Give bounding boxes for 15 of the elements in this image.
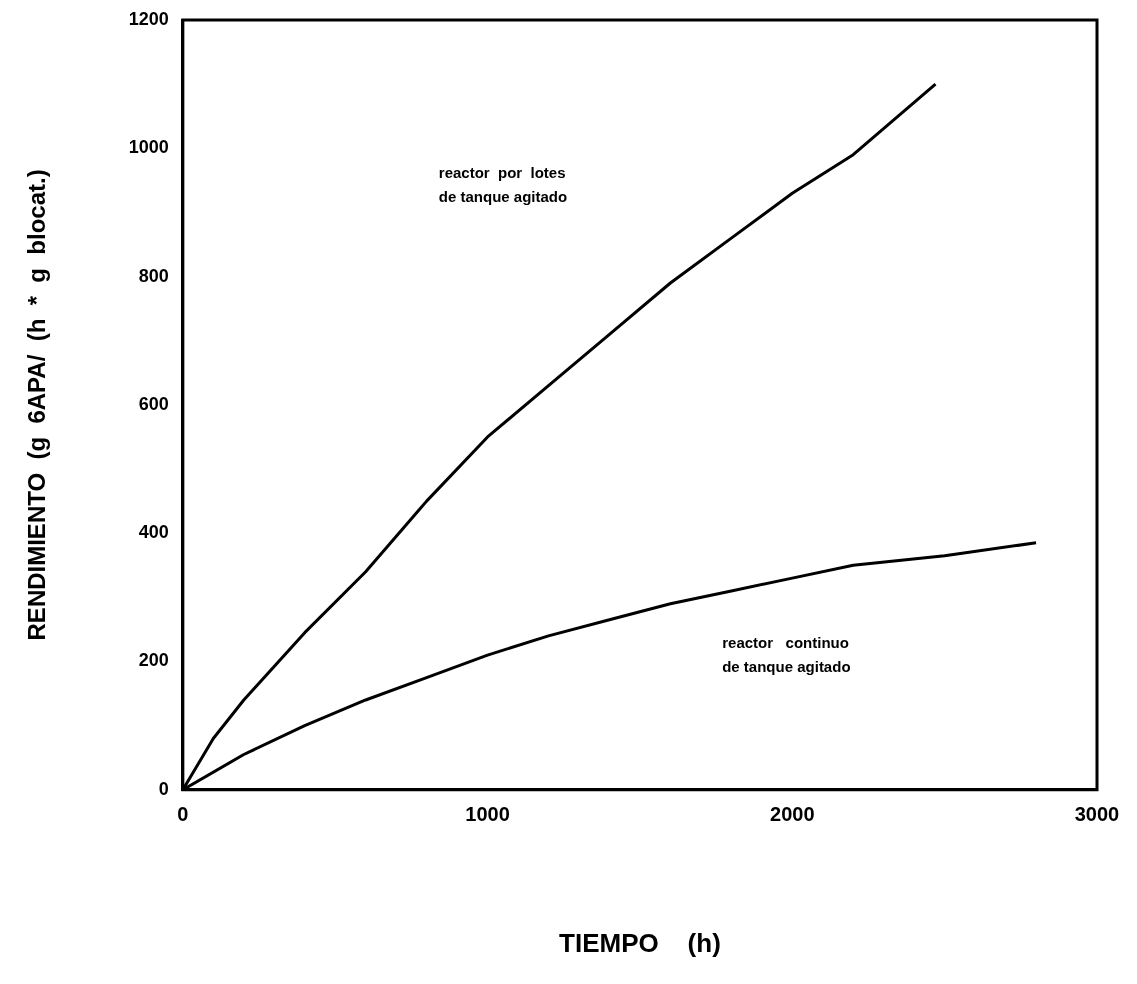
x-tick-label: 0 bbox=[177, 803, 189, 826]
y-tick-label: 200 bbox=[138, 650, 169, 671]
annotation: reactor continuo de tanque agitado bbox=[722, 633, 851, 675]
y-tick-label: 800 bbox=[138, 265, 169, 286]
y-tick-label: 1200 bbox=[128, 8, 169, 29]
x-tick-label: 2000 bbox=[770, 803, 815, 826]
x-tick-label: 3000 bbox=[1074, 803, 1120, 826]
annotation: reactor por lotes de tanque agitado bbox=[438, 164, 568, 206]
y-tick-label: 1000 bbox=[128, 137, 169, 158]
y-axis-title: RENDIMIENTO (g 6APA/ (h * g blocat.) bbox=[23, 169, 51, 641]
x-axis-title: TIEMPO (h) bbox=[559, 927, 721, 958]
y-tick-label: 600 bbox=[138, 393, 169, 414]
y-tick-label: 0 bbox=[158, 778, 169, 799]
x-tick-label: 1000 bbox=[465, 803, 510, 826]
y-tick-label: 400 bbox=[138, 522, 169, 543]
